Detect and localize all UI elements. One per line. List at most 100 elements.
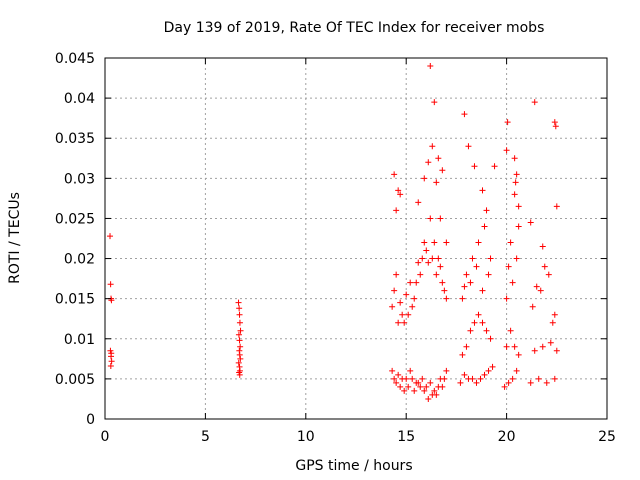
data-point	[505, 379, 512, 386]
x-tick-labels: 0 5 10 15 20 25	[101, 429, 616, 445]
data-point	[417, 383, 424, 390]
x-tick-label: 0	[101, 429, 110, 445]
y-tick-label: 0.035	[55, 131, 95, 147]
data-point	[459, 351, 466, 358]
data-point	[409, 303, 416, 310]
data-point	[107, 281, 114, 288]
axis-ticks	[104, 57, 608, 420]
data-point	[531, 99, 538, 106]
data-point	[415, 199, 422, 206]
data-point	[527, 379, 534, 386]
data-point	[439, 167, 446, 174]
data-point	[411, 387, 418, 394]
data-point	[429, 143, 436, 150]
data-point	[236, 319, 243, 326]
grid	[105, 58, 607, 419]
data-point	[507, 327, 514, 334]
data-point	[483, 327, 490, 334]
data-point	[503, 147, 510, 154]
y-tick-labels: 0 0.005 0.01 0.015 0.02 0.025 0.03 0.035 0.04 0.0…	[55, 51, 95, 428]
data-point	[401, 387, 408, 394]
data-point	[549, 319, 556, 326]
data-point	[471, 319, 478, 326]
data-point	[108, 297, 115, 304]
data-point	[469, 255, 476, 262]
data-point	[107, 363, 114, 370]
data-point	[108, 358, 115, 365]
data-point	[431, 239, 438, 246]
data-point	[425, 395, 432, 402]
data-point	[435, 155, 442, 162]
data-point	[441, 375, 448, 382]
data-point	[407, 279, 414, 286]
data-point	[543, 379, 550, 386]
data-point	[487, 335, 494, 342]
y-tick-label: 0.025	[55, 211, 95, 227]
data-point	[431, 99, 438, 106]
data-point	[545, 271, 552, 278]
data-point	[475, 311, 482, 318]
data-point	[512, 179, 519, 186]
data-point	[427, 215, 434, 222]
data-point	[417, 271, 424, 278]
data-point	[529, 303, 536, 310]
data-point	[541, 263, 548, 270]
data-point	[505, 263, 512, 270]
data-point	[405, 383, 412, 390]
data-point	[425, 259, 432, 266]
data-point	[465, 143, 472, 150]
y-tick-label: 0.02	[64, 252, 95, 268]
data-point	[551, 375, 558, 382]
data-point	[407, 367, 414, 374]
data-point	[481, 223, 488, 230]
y-tick-label: 0.045	[55, 51, 95, 67]
data-point	[443, 295, 450, 302]
data-point	[485, 367, 492, 374]
data-point	[507, 239, 514, 246]
data-point	[423, 247, 430, 254]
data-point	[237, 355, 244, 362]
data-point	[108, 350, 115, 357]
data-point	[393, 207, 400, 214]
data-point	[437, 215, 444, 222]
data-point	[473, 379, 480, 386]
data-point	[391, 287, 398, 294]
data-point	[395, 187, 402, 194]
data-point	[469, 375, 476, 382]
data-point	[487, 255, 494, 262]
data-point	[419, 375, 426, 382]
data-point	[441, 287, 448, 294]
data-point	[397, 383, 404, 390]
y-tick-label: 0.03	[64, 171, 95, 187]
data-point	[547, 339, 554, 346]
data-point	[389, 367, 396, 374]
data-point	[539, 343, 546, 350]
data-point	[393, 379, 400, 386]
data-point	[427, 379, 434, 386]
data-point	[429, 255, 436, 262]
data-point	[237, 327, 244, 334]
data-point	[483, 207, 490, 214]
data-point	[433, 391, 440, 398]
data-point	[389, 303, 396, 310]
data-point	[457, 379, 464, 386]
data-point	[425, 159, 432, 166]
data-point	[236, 305, 243, 312]
chart-title: Day 139 of 2019, Rate Of TEC Index for r…	[164, 20, 545, 36]
data-point	[537, 287, 544, 294]
data-point	[415, 259, 422, 266]
data-point	[461, 283, 468, 290]
x-tick-label: 5	[201, 429, 210, 445]
data-point	[539, 243, 546, 250]
plot-frame	[104, 57, 608, 420]
x-tick-label: 20	[498, 429, 516, 445]
data-point	[504, 119, 511, 126]
data-point	[443, 239, 450, 246]
scatter-points	[107, 63, 560, 402]
data-point	[435, 255, 442, 262]
data-point	[467, 327, 474, 334]
data-point	[415, 379, 422, 386]
data-point	[551, 119, 558, 126]
data-point	[511, 155, 518, 162]
